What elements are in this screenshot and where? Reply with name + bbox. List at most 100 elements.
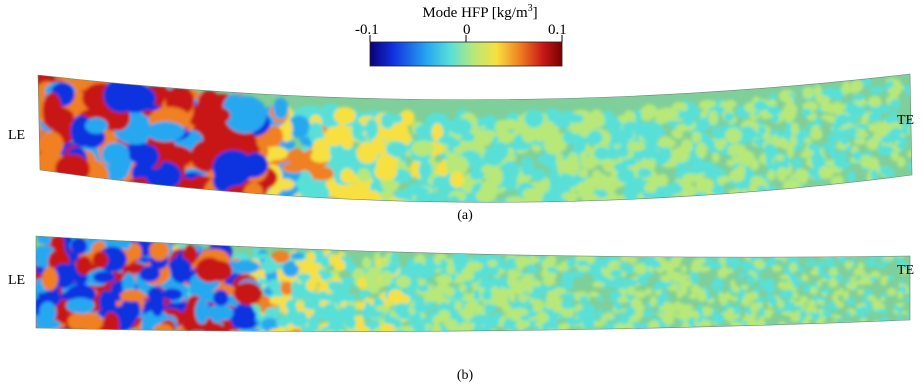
field-blob	[659, 274, 673, 282]
field-blob	[484, 115, 497, 132]
field-blob	[734, 249, 741, 256]
field-blob	[695, 117, 711, 131]
field-blob	[650, 259, 660, 269]
field-blob	[650, 251, 659, 258]
field-blob	[682, 304, 694, 311]
field-blob	[472, 314, 489, 326]
field-blob	[725, 128, 742, 144]
field-blob	[473, 130, 498, 139]
field-blob	[248, 195, 277, 203]
field-blob	[545, 300, 554, 310]
field-blob	[850, 80, 864, 93]
field-blob	[664, 199, 681, 203]
field-blob	[781, 311, 794, 316]
field-blob	[793, 282, 799, 289]
field-blob	[802, 86, 814, 99]
field-blob	[365, 118, 379, 140]
field-blob	[484, 303, 493, 315]
field-blob	[649, 174, 663, 184]
field-blob	[311, 166, 334, 181]
field-blob	[691, 131, 702, 143]
field-blob	[502, 330, 517, 332]
field-blob	[749, 182, 757, 193]
field-blob	[354, 202, 379, 203]
field-blob	[747, 248, 755, 258]
field-blob	[281, 197, 295, 203]
field-blob	[758, 328, 764, 332]
field-blob	[561, 303, 575, 309]
field-blob	[356, 141, 378, 164]
field-blob	[636, 277, 648, 285]
field-blob	[461, 267, 475, 281]
field-blob	[841, 81, 850, 95]
field-blob	[55, 154, 90, 184]
field-blob	[585, 312, 597, 324]
field-blob	[834, 239, 844, 246]
field-blob	[870, 169, 878, 181]
field-blob	[597, 308, 604, 319]
field-blob	[502, 173, 518, 191]
field-blob	[846, 297, 855, 306]
field-blob	[619, 261, 627, 268]
field-blob	[823, 323, 831, 331]
field-blob	[525, 283, 533, 291]
field-blob	[830, 277, 836, 284]
field-blob	[882, 170, 896, 178]
field-blob	[775, 154, 785, 161]
field-blob	[897, 291, 904, 300]
field-blob	[580, 265, 590, 272]
field-blob	[122, 272, 136, 296]
field-blob	[128, 243, 142, 261]
field-blob	[317, 291, 329, 301]
field-blob	[762, 245, 775, 255]
field-blob	[886, 287, 897, 297]
field-blob	[357, 290, 369, 300]
field-blob	[744, 292, 754, 302]
field-blob	[689, 270, 699, 282]
field-blob	[804, 323, 813, 332]
field-blob	[853, 138, 866, 146]
field-blob	[424, 209, 440, 219]
field-blob	[317, 284, 332, 294]
field-blob	[834, 245, 841, 254]
field-blob	[754, 260, 766, 269]
field-blob	[438, 135, 456, 145]
field-blob	[804, 137, 813, 145]
field-blob	[588, 203, 607, 212]
field-blob	[429, 210, 443, 223]
field-blob	[868, 122, 879, 133]
panel-a-te-label: TE	[897, 113, 915, 128]
field-blob	[890, 151, 899, 162]
field-blob	[205, 189, 229, 203]
field-blob	[820, 305, 828, 310]
field-blob	[444, 286, 456, 297]
field-blob	[868, 112, 882, 122]
field-blob	[490, 266, 499, 277]
field-blob	[788, 273, 799, 282]
field-blob	[627, 141, 646, 152]
field-blob	[571, 270, 586, 278]
field-blob	[855, 308, 863, 314]
field-blob	[340, 135, 354, 150]
field-blob	[833, 290, 840, 298]
field-blob	[515, 320, 530, 329]
field-blob	[388, 289, 404, 305]
field-blob	[900, 269, 908, 275]
field-blob	[399, 113, 413, 125]
field-blob	[708, 168, 726, 178]
field-blob	[623, 188, 639, 202]
field-blob	[677, 183, 697, 199]
field-blob	[817, 267, 824, 276]
field-blob	[896, 315, 903, 320]
field-blob	[269, 296, 286, 306]
colorbar-title: Mode HFP [kg/m3]	[370, 4, 590, 22]
field-blob	[742, 151, 756, 167]
field-blob	[816, 241, 824, 251]
field-blob	[681, 195, 695, 203]
field-blob	[453, 292, 465, 300]
field-blob	[71, 237, 87, 255]
field-blob	[896, 302, 905, 307]
field-blob	[780, 281, 788, 291]
field-blob	[793, 157, 803, 170]
field-blob	[134, 144, 160, 169]
